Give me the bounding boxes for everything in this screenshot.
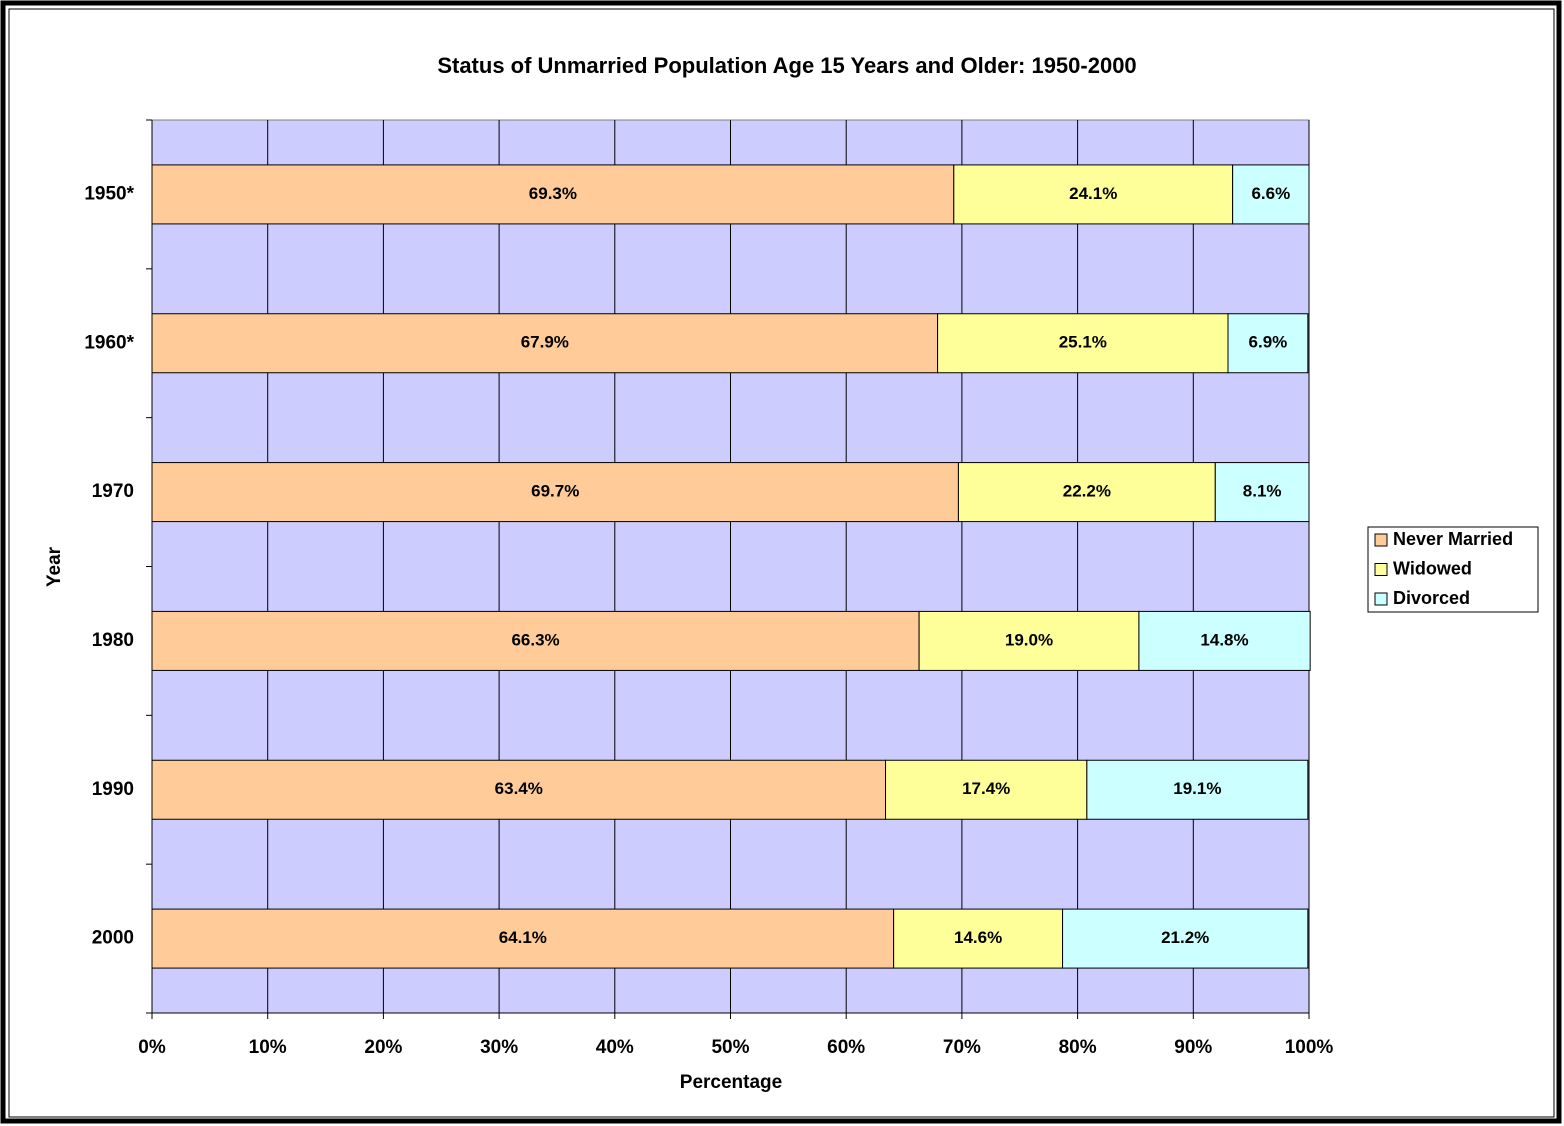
data-label: 21.2% <box>1161 928 1209 947</box>
bar-segment <box>1086 759 1309 820</box>
bar-segment <box>151 313 939 374</box>
chart-frame-inner <box>8 8 1555 1118</box>
bar-segment <box>885 759 1088 820</box>
y-axis-label: Year <box>44 546 65 587</box>
y-tick-label: 1970 <box>92 481 134 502</box>
bar-segment <box>1214 462 1310 523</box>
bar-segment <box>953 164 1234 225</box>
data-label: 24.1% <box>1069 184 1117 203</box>
chart-title: Status of Unmarried Population Age 15 Ye… <box>437 53 1136 78</box>
legend-label: Never Married <box>1393 529 1513 549</box>
data-label: 17.4% <box>962 779 1010 798</box>
bar-segment <box>151 164 955 225</box>
data-label: 25.1% <box>1059 333 1107 352</box>
bar-segment <box>1062 908 1309 969</box>
x-tick-label: 80% <box>1059 1037 1097 1058</box>
data-label: 64.1% <box>499 928 547 947</box>
legend-box <box>1367 526 1539 613</box>
y-tick-label: 1960* <box>84 332 134 353</box>
bar-segment <box>1138 610 1311 671</box>
y-tick-label: 1990 <box>92 779 134 800</box>
x-tick-label: 70% <box>943 1037 981 1058</box>
data-label: 6.9% <box>1249 333 1288 352</box>
bar-segment <box>151 759 887 820</box>
x-tick-label: 90% <box>1174 1037 1212 1058</box>
data-label: 14.6% <box>954 928 1002 947</box>
x-tick-label: 20% <box>364 1037 402 1058</box>
x-tick-label: 50% <box>711 1037 749 1058</box>
data-label: 63.4% <box>495 779 543 798</box>
data-label: 66.3% <box>511 630 559 649</box>
x-tick-label: 0% <box>138 1037 166 1058</box>
data-label: 6.6% <box>1251 184 1290 203</box>
data-label: 19.0% <box>1005 630 1053 649</box>
bar-segment <box>1227 313 1309 374</box>
bar-segment <box>893 908 1064 969</box>
legend-swatch <box>1374 563 1388 576</box>
x-tick-label: 60% <box>827 1037 865 1058</box>
legend-label: Widowed <box>1393 558 1472 578</box>
bar-segment <box>151 462 959 523</box>
x-tick-label: 100% <box>1285 1037 1334 1058</box>
bar-segment <box>937 313 1229 374</box>
data-label: 67.9% <box>521 333 569 352</box>
bar-segment <box>918 610 1140 671</box>
y-tick-label: 1980 <box>92 630 134 651</box>
y-tick-label: 1950* <box>84 183 134 204</box>
legend-label: Divorced <box>1393 588 1470 608</box>
data-label: 69.7% <box>531 482 579 501</box>
bar-segment <box>1232 164 1310 225</box>
legend-swatch <box>1374 533 1388 547</box>
bar-segment <box>957 462 1216 523</box>
data-label: 19.1% <box>1173 779 1221 798</box>
data-label: 8.1% <box>1243 482 1282 501</box>
data-label: 69.3% <box>529 184 577 203</box>
y-tick-label: 2000 <box>92 928 134 949</box>
x-tick-label: 10% <box>249 1037 287 1058</box>
legend-swatch <box>1374 592 1388 606</box>
x-tick-label: 40% <box>596 1037 634 1058</box>
data-label: 14.8% <box>1200 630 1248 649</box>
x-tick-label: 30% <box>480 1037 518 1058</box>
x-axis-label: Percentage <box>680 1072 782 1093</box>
data-label: 22.2% <box>1063 482 1111 501</box>
